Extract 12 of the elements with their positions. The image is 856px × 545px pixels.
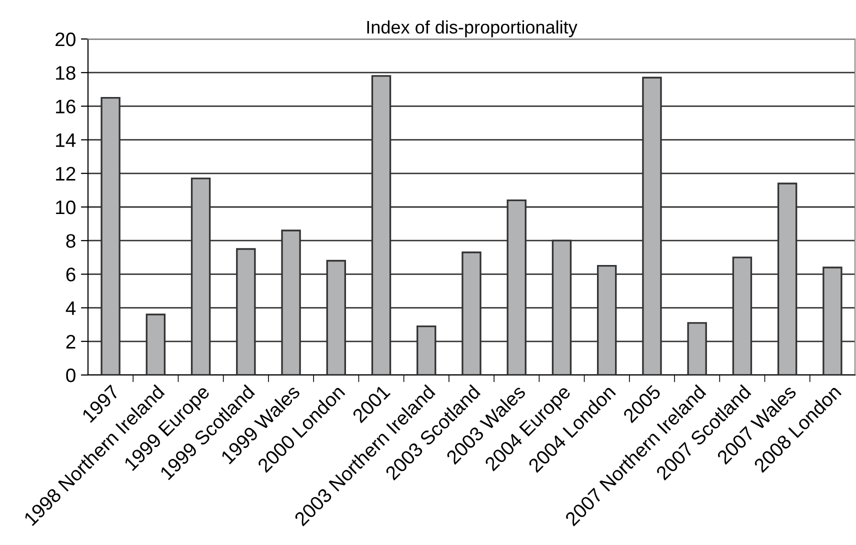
- y-tick-label: 12: [56, 166, 76, 180]
- y-tick-label: 8: [66, 234, 76, 248]
- y-tick-label: 14: [56, 133, 76, 147]
- y-tick-label: 20: [56, 32, 76, 46]
- chart-title: Index of dis-proportionality: [367, 20, 578, 38]
- y-tick-label: 2: [66, 334, 76, 348]
- y-tick-label: 16: [56, 100, 76, 114]
- y-tick-label: 10: [56, 200, 76, 214]
- y-tick-label: 18: [56, 66, 76, 80]
- y-tick-label: 0: [66, 368, 76, 382]
- y-tick-label: 6: [66, 268, 76, 282]
- y-tick-label: 4: [66, 301, 76, 315]
